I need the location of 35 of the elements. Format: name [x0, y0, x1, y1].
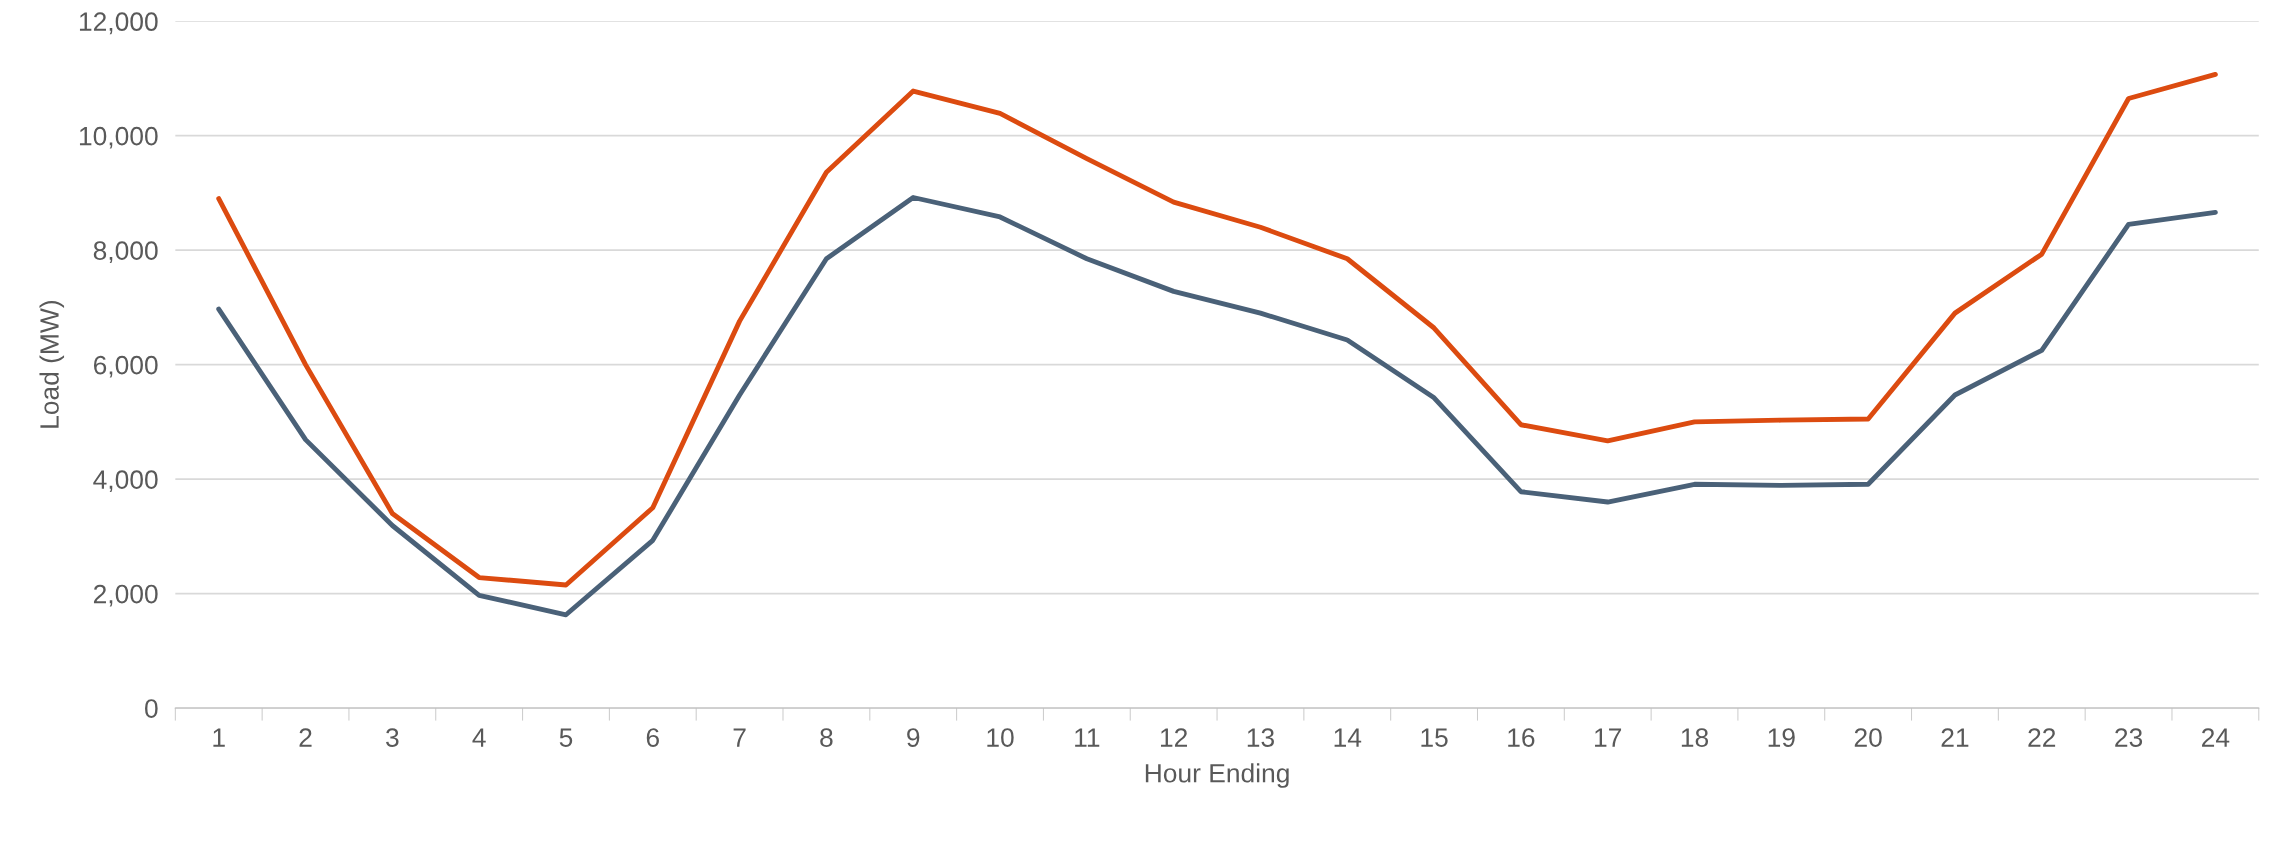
x-tick-label: 16 [1508, 728, 1535, 747]
x-tick-label: 2 [299, 728, 312, 747]
line-series [216, 195, 2218, 618]
x-tick-label: 8 [820, 728, 833, 747]
x-tick-label: 9 [907, 728, 920, 747]
x-tick-label: 13 [1247, 728, 1274, 747]
x-tick-label: 3 [386, 728, 399, 747]
x-tick-label: 14 [1334, 728, 1362, 747]
line-series [216, 72, 2218, 588]
y-tick-label: 12,000 [79, 12, 158, 35]
x-tick-label: 7 [733, 728, 746, 747]
y-axis-title: Load (MW) [39, 301, 65, 428]
y-tick-label: 2,000 [93, 584, 158, 607]
x-tick-label: 10 [987, 728, 1014, 747]
x-tick-label: 22 [2028, 728, 2056, 747]
x-tick-label: 20 [1854, 728, 1882, 747]
x-tick-label: 1 [213, 728, 225, 747]
x-tick-label: 12 [1160, 728, 1187, 747]
x-tick-label: 23 [2115, 728, 2143, 747]
x-tick-label: 24 [2202, 728, 2230, 747]
x-tick-label: 4 [472, 728, 486, 747]
x-tick-label: 6 [646, 728, 659, 747]
x-tick-label: 15 [1421, 728, 1448, 747]
y-tick-label: 10,000 [79, 126, 158, 149]
y-tick-label: 6,000 [93, 355, 158, 378]
x-tick-label: 11 [1075, 728, 1100, 747]
y-tick-label: 8,000 [93, 241, 158, 264]
x-tick-label: 17 [1595, 728, 1622, 747]
x-tick-label: 19 [1768, 728, 1795, 747]
x-tick-label: 5 [559, 728, 573, 747]
x-axis-title: Hour Ending [1145, 763, 1289, 788]
y-tick-label: 4,000 [93, 470, 158, 493]
x-tick-label: 18 [1681, 728, 1709, 747]
y-tick-label: 0 [145, 699, 158, 718]
x-tick-label: 21 [1941, 728, 1969, 747]
